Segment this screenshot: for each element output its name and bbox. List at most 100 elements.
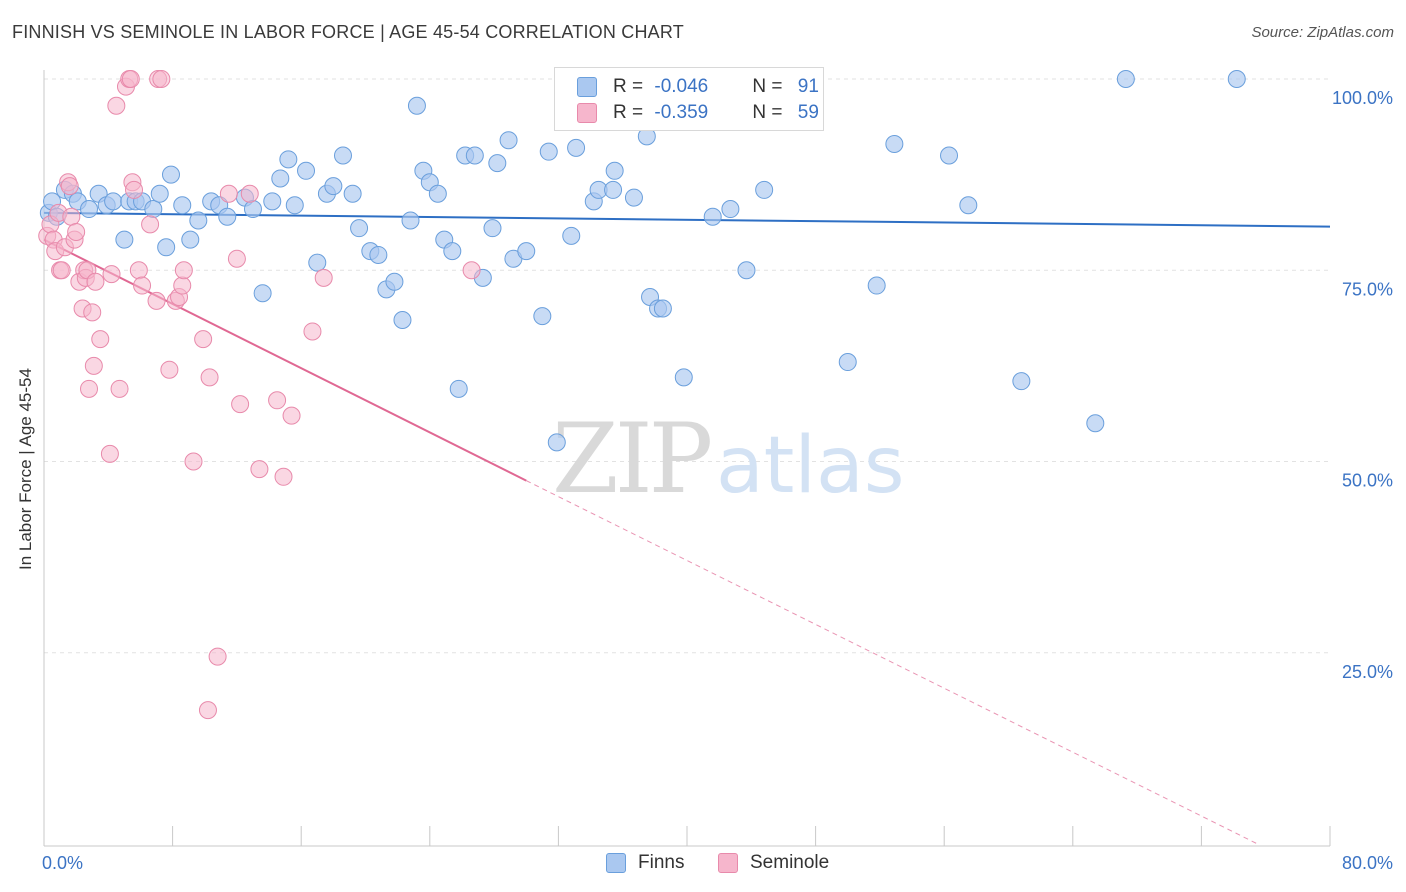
- tick-labels: 25.0% 50.0% 75.0% 100.0% 0.0% 80.0%: [42, 88, 1393, 873]
- seminole-point: [174, 261, 193, 280]
- finns-point: [393, 310, 412, 329]
- finns-point: [115, 230, 134, 249]
- finns-point: [605, 161, 624, 180]
- seminole-swatch: [577, 103, 597, 123]
- finns-point: [150, 184, 169, 203]
- finns-point: [157, 238, 176, 257]
- finns-point: [517, 242, 536, 261]
- y-tick-label: 100.0%: [1332, 88, 1393, 108]
- x-tick-label-max: 80.0%: [1342, 853, 1393, 873]
- legend-row-finns: R = -0.046 N = 91: [577, 74, 819, 100]
- finns-point: [721, 200, 740, 219]
- finns-n-label: N =: [752, 76, 788, 97]
- finns-point: [428, 184, 447, 203]
- seminole-point: [107, 96, 126, 115]
- seminole-point: [173, 276, 192, 295]
- finns-point: [838, 353, 857, 372]
- watermark-zip: ZIP: [552, 403, 711, 515]
- finns-point: [547, 433, 566, 452]
- finns-point: [308, 253, 327, 272]
- seminole-trend-extension: [526, 480, 1258, 845]
- seminole-point: [80, 379, 99, 398]
- finns-point: [483, 219, 502, 238]
- finns-point: [940, 146, 959, 165]
- seminole-point: [231, 395, 250, 414]
- seminole-legend-swatch: [718, 853, 738, 873]
- y-tick-label: 75.0%: [1342, 279, 1393, 299]
- finns-point: [755, 180, 774, 199]
- finns-point: [885, 135, 904, 154]
- seminole-legend-label: Seminole: [750, 852, 830, 873]
- seminole-point: [152, 70, 171, 88]
- seminole-point: [129, 261, 148, 280]
- finns-point: [449, 379, 468, 398]
- chart-title: FINNISH VS SEMINOLE IN LABOR FORCE | AGE…: [12, 22, 684, 42]
- seminole-point: [160, 360, 179, 379]
- finns-point: [161, 165, 180, 184]
- seminole-point: [83, 303, 102, 322]
- seminole-point: [200, 368, 219, 387]
- finns-point: [624, 188, 643, 207]
- seminole-point: [184, 452, 203, 471]
- source-credit: Source: ZipAtlas.com: [1251, 24, 1394, 41]
- y-tick-label: 50.0%: [1342, 471, 1393, 491]
- finns-r-label: R =: [613, 76, 649, 97]
- x-tick-label-min: 0.0%: [42, 853, 83, 873]
- correlation-legend: R = -0.046 N = 91 R = -0.359 N = 59: [554, 67, 824, 131]
- legend-row-seminole: R = -0.359 N = 59: [577, 100, 819, 126]
- finns-point: [737, 261, 756, 280]
- legend-item-finns[interactable]: Finns: [606, 852, 684, 874]
- finns-point: [674, 368, 693, 387]
- finns-point: [279, 150, 298, 169]
- seminole-point: [133, 276, 152, 295]
- seminole-point: [462, 261, 481, 280]
- finns-point: [539, 142, 558, 161]
- seminole-point: [91, 330, 110, 349]
- seminole-n-value: 59: [797, 102, 819, 123]
- finns-point: [499, 131, 518, 150]
- finns-point: [488, 154, 507, 173]
- finns-point: [80, 200, 99, 219]
- finns-point: [465, 146, 484, 165]
- y-axis-label: In Labor Force | Age 45-54: [16, 368, 35, 570]
- seminole-point: [240, 184, 259, 203]
- grid-lines: [44, 78, 1330, 654]
- seminole-point: [219, 184, 238, 203]
- finns-point: [653, 299, 672, 318]
- seminole-point: [141, 215, 160, 234]
- seminole-point: [147, 291, 166, 310]
- seminole-r-label: R =: [613, 102, 649, 123]
- seminole-point: [198, 701, 217, 720]
- seminole-point: [62, 207, 81, 226]
- finns-n-value: 91: [797, 76, 819, 97]
- seminole-point: [121, 70, 140, 88]
- finns-point: [333, 146, 352, 165]
- seminole-point: [110, 379, 129, 398]
- finns-point: [181, 230, 200, 249]
- seminole-point: [125, 180, 144, 199]
- finns-swatch: [577, 77, 597, 97]
- seminole-point: [227, 249, 246, 268]
- seminole-point: [208, 647, 227, 666]
- seminole-point: [282, 406, 301, 425]
- series-legend: Finns Seminole: [0, 852, 1406, 876]
- finns-point: [104, 192, 123, 211]
- finns-point: [1012, 372, 1031, 391]
- finns-point: [189, 211, 208, 230]
- finns-point: [350, 219, 369, 238]
- finns-point: [562, 226, 581, 245]
- seminole-point: [100, 444, 119, 463]
- finns-r-value: -0.046: [654, 76, 709, 97]
- finns-point: [567, 138, 586, 157]
- finns-point: [253, 284, 272, 303]
- seminole-point: [86, 272, 105, 291]
- seminole-point: [52, 261, 71, 280]
- seminole-n-label: N =: [752, 102, 788, 123]
- finns-point: [263, 192, 282, 211]
- finns-point: [144, 200, 163, 219]
- legend-item-seminole[interactable]: Seminole: [718, 852, 829, 874]
- seminole-point: [84, 356, 103, 375]
- finns-point: [369, 245, 388, 264]
- seminole-trend-line: [43, 238, 527, 482]
